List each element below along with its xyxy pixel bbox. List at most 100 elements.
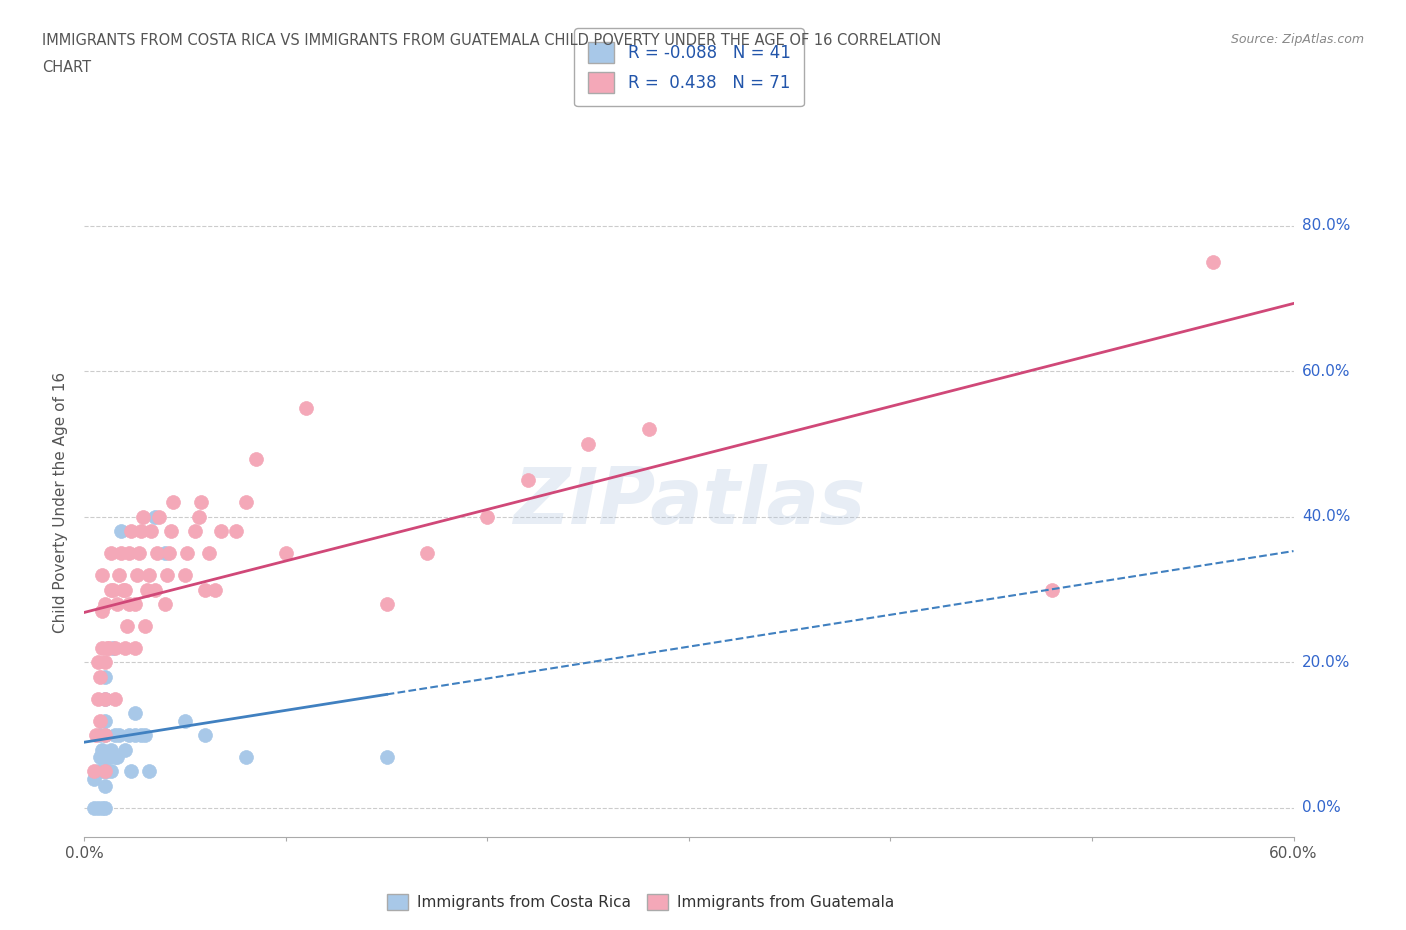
Point [104, 641, 127, 656]
Point [162, 495, 184, 510]
Text: ZIPatlas: ZIPatlas [513, 464, 865, 540]
Point [93, 713, 115, 728]
Point [93, 655, 115, 670]
Point [174, 567, 197, 582]
Point [516, 473, 538, 488]
Point [124, 727, 146, 742]
Point [125, 567, 148, 582]
Point [194, 727, 217, 742]
Point [100, 582, 122, 597]
Point [143, 510, 166, 525]
Point [138, 567, 160, 582]
Text: 40.0%: 40.0% [1302, 510, 1350, 525]
Point [576, 436, 599, 451]
Point [104, 727, 127, 742]
Point [93, 727, 115, 742]
Text: 80.0%: 80.0% [1302, 219, 1350, 233]
Legend: Immigrants from Costa Rica, Immigrants from Guatemala: Immigrants from Costa Rica, Immigrants f… [381, 888, 900, 916]
Point [160, 524, 183, 538]
Point [134, 618, 156, 633]
Point [93, 597, 115, 612]
Point [157, 546, 180, 561]
Point [93, 727, 115, 742]
Point [87, 764, 110, 779]
Point [93, 764, 115, 779]
Point [87, 801, 110, 816]
Point [225, 524, 247, 538]
Point [115, 618, 138, 633]
Point [114, 742, 136, 757]
Point [139, 524, 162, 538]
Text: IMMIGRANTS FROM COSTA RICA VS IMMIGRANTS FROM GUATEMALA CHILD POVERTY UNDER THE : IMMIGRANTS FROM COSTA RICA VS IMMIGRANTS… [42, 33, 942, 47]
Point [105, 597, 128, 612]
Point [375, 597, 398, 612]
Point [194, 582, 217, 597]
Point [93, 764, 115, 779]
Point [124, 597, 146, 612]
Point [87, 655, 110, 670]
Point [105, 750, 128, 764]
Point [118, 727, 141, 742]
Point [1040, 582, 1063, 597]
Point [96, 641, 118, 656]
Text: Source: ZipAtlas.com: Source: ZipAtlas.com [1230, 33, 1364, 46]
Point [124, 706, 146, 721]
Point [209, 524, 232, 538]
Point [93, 750, 115, 764]
Point [93, 670, 115, 684]
Point [111, 582, 134, 597]
Point [128, 546, 150, 561]
Point [107, 567, 129, 582]
Point [83, 801, 105, 816]
Point [153, 546, 176, 561]
Point [235, 495, 257, 510]
Point [107, 727, 129, 742]
Point [176, 546, 198, 561]
Point [114, 641, 136, 656]
Point [118, 597, 141, 612]
Point [235, 750, 257, 764]
Point [135, 582, 157, 597]
Text: 20.0%: 20.0% [1302, 655, 1350, 670]
Point [129, 727, 152, 742]
Y-axis label: Child Poverty Under the Age of 16: Child Poverty Under the Age of 16 [53, 372, 69, 632]
Point [91, 742, 114, 757]
Point [156, 567, 179, 582]
Point [93, 691, 115, 706]
Point [120, 764, 142, 779]
Point [89, 670, 111, 684]
Point [100, 742, 122, 757]
Point [110, 546, 132, 561]
Point [96, 764, 118, 779]
Point [91, 567, 114, 582]
Point [91, 641, 114, 656]
Point [153, 597, 176, 612]
Point [89, 750, 111, 764]
Point [93, 691, 115, 706]
Point [124, 641, 146, 656]
Point [97, 641, 120, 656]
Point [1202, 255, 1225, 270]
Point [93, 801, 115, 816]
Point [146, 546, 169, 561]
Point [129, 524, 152, 538]
Point [477, 510, 499, 525]
Point [100, 546, 122, 561]
Point [104, 750, 127, 764]
Point [174, 713, 197, 728]
Point [91, 604, 114, 618]
Point [132, 510, 155, 525]
Point [89, 727, 111, 742]
Text: CHART: CHART [42, 60, 91, 75]
Point [83, 764, 105, 779]
Point [143, 582, 166, 597]
Point [114, 582, 136, 597]
Point [101, 582, 124, 597]
Point [245, 451, 267, 466]
Text: 60.0%: 60.0% [1302, 364, 1350, 379]
Point [93, 778, 115, 793]
Point [83, 771, 105, 786]
Point [89, 713, 111, 728]
Point [138, 764, 160, 779]
Text: 0.0%: 0.0% [1302, 801, 1340, 816]
